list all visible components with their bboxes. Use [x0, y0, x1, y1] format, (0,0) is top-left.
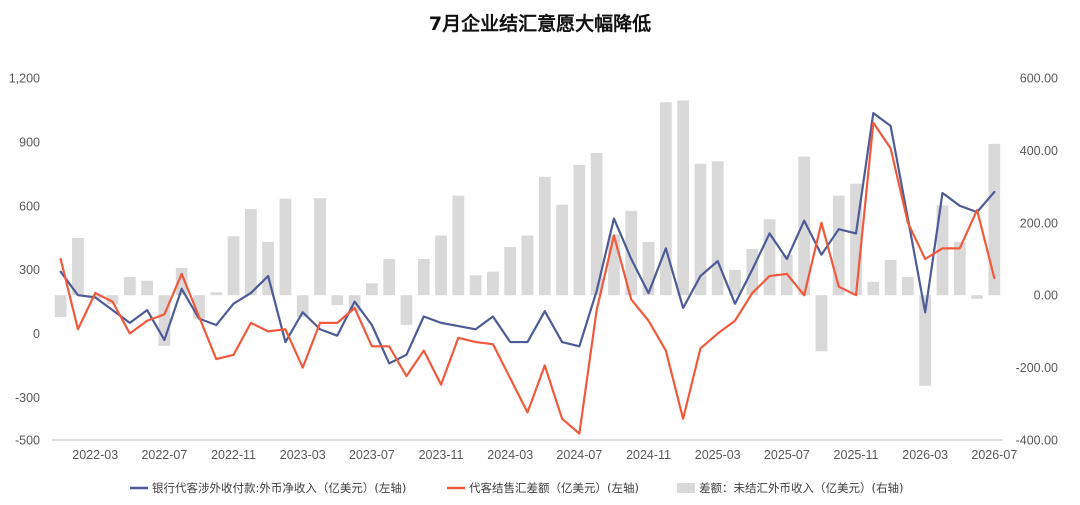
right-y-tick-label: 0.00	[1034, 289, 1058, 303]
bar	[123, 277, 136, 296]
right-y-tick-label: -200.00	[1016, 361, 1058, 375]
x-tick-label: 2024-03	[487, 448, 533, 462]
bar	[487, 271, 499, 296]
bar	[850, 183, 862, 296]
fx-settlement-balance-line	[59, 121, 996, 435]
bar	[331, 295, 344, 305]
bar	[383, 259, 396, 296]
bar	[435, 235, 447, 296]
x-tick-label: 2022-11	[211, 448, 256, 462]
right-y-tick-label: 600.00	[1020, 72, 1058, 86]
x-tick-label: 2023-03	[280, 448, 326, 462]
right-y-tick-label: 400.00	[1020, 144, 1058, 158]
bar	[210, 292, 223, 296]
bar	[314, 198, 326, 296]
left-y-tick-label: -300	[15, 391, 40, 405]
legend-label: 代客结售汇差额（亿美元）(左轴)	[469, 481, 639, 495]
x-tick-label: 2023-11	[419, 448, 464, 462]
bar	[936, 205, 949, 296]
bar	[763, 219, 776, 296]
bar	[538, 176, 551, 296]
left-y-tick-label: 300	[19, 263, 40, 277]
bar	[902, 277, 914, 296]
bar	[54, 295, 67, 317]
right-y-tick-label: -400.00	[1016, 434, 1058, 448]
bar	[919, 295, 932, 386]
legend: 银行代客涉外收付款:外币净收入（亿美元）(左轴) 代客结售汇差额（亿美元）(左轴)…	[130, 481, 903, 495]
line-series	[59, 112, 996, 435]
bar	[832, 195, 845, 296]
bar	[694, 163, 707, 296]
left-y-tick-label: 900	[19, 135, 40, 149]
legend-bar-swatch	[677, 483, 695, 493]
bar	[659, 102, 672, 296]
bar	[244, 209, 257, 296]
right-y-tick-label: 200.00	[1020, 216, 1058, 230]
bar	[72, 238, 84, 296]
bar	[469, 275, 482, 296]
x-tick-label: 2024-11	[626, 448, 671, 462]
bar	[729, 269, 741, 296]
x-tick-label: 2025-07	[764, 448, 810, 462]
bar	[262, 241, 275, 296]
bar	[711, 161, 724, 296]
bar	[884, 260, 897, 296]
x-tick-label: 2025-11	[834, 448, 879, 462]
bar	[573, 164, 586, 296]
bar	[798, 156, 811, 296]
bar	[141, 280, 153, 296]
bar	[400, 295, 413, 325]
bar	[556, 204, 568, 296]
left-y-tick-label: 0	[33, 327, 40, 341]
bar	[106, 295, 119, 305]
bar	[971, 295, 983, 299]
left-y-tick-label: -500	[15, 434, 40, 448]
legend-label: 银行代客涉外收付款:外币净收入（亿美元）(左轴)	[152, 481, 406, 495]
right-y-axis: -400.00 -200.00 0.00 200.00 400.00 600.00	[1016, 72, 1058, 448]
legend-label: 差额：未结汇外币收入（亿美元）(右轴)	[699, 481, 903, 495]
bar	[279, 198, 292, 296]
bar	[521, 235, 534, 296]
x-tick-label: 2025-03	[695, 448, 741, 462]
x-tick-label: 2026-07	[971, 448, 1017, 462]
bar	[815, 295, 828, 352]
bar	[193, 295, 205, 319]
x-axis: 2022-03 2022-07 2022-11 2023-03 2023-07 2023-…	[72, 448, 1017, 462]
bar	[625, 210, 638, 296]
bar	[296, 295, 309, 317]
bar	[175, 268, 188, 296]
x-tick-label: 2024-07	[556, 448, 602, 462]
x-tick-label: 2022-03	[72, 448, 118, 462]
bar	[504, 247, 517, 296]
bar	[417, 259, 430, 296]
bar	[452, 195, 465, 296]
bar	[988, 143, 1001, 296]
bar	[953, 241, 966, 296]
left-y-axis: -500 -300 0 300 600 900 1,200	[9, 72, 40, 448]
chart-title: 7月企业结汇意愿大幅降低	[429, 12, 651, 35]
x-tick-label: 2023-07	[349, 448, 395, 462]
bar	[867, 281, 880, 296]
bar	[590, 152, 603, 296]
net-fx-income-line	[59, 112, 996, 365]
x-tick-label: 2026-03	[902, 448, 948, 462]
left-y-tick-label: 600	[19, 199, 40, 213]
left-y-tick-label: 1,200	[9, 72, 40, 86]
bar	[158, 295, 171, 346]
bar	[227, 236, 240, 296]
bar	[677, 100, 689, 296]
x-tick-label: 2022-07	[141, 448, 187, 462]
bar	[608, 234, 620, 296]
bar	[366, 283, 378, 296]
bar	[642, 241, 655, 296]
